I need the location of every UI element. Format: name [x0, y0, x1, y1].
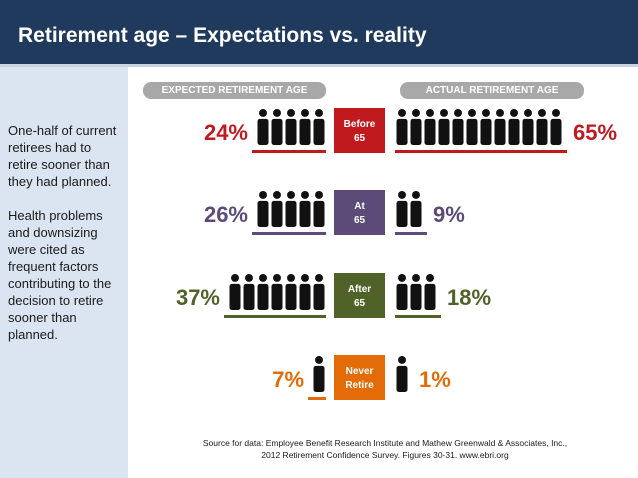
category-label-line2: 65: [354, 133, 366, 144]
actual-figure: [410, 191, 422, 227]
category-box: [334, 273, 385, 318]
expected-value-label: 7%: [272, 367, 304, 392]
actual-figure: [396, 109, 408, 145]
category-label-line2: 65: [354, 298, 366, 309]
actual-figure: [396, 191, 408, 227]
sidebar-notes: One-half of current retirees had to reti…: [8, 122, 124, 360]
actual-value-label: 65%: [573, 120, 617, 145]
expected-figure: [285, 274, 297, 310]
actual-value-label: 1%: [419, 367, 451, 392]
category-box: [334, 355, 385, 400]
expected-column-header: EXPECTED RETIREMENT AGE: [143, 82, 326, 99]
expected-figure: [257, 191, 269, 227]
expected-value-label: 26%: [204, 202, 248, 227]
expected-figure: [299, 109, 311, 145]
actual-underline: [395, 150, 567, 153]
sidebar-paragraph-1: One-half of current retirees had to reti…: [8, 123, 117, 189]
category-label-line2: Retire: [345, 380, 374, 391]
actual-figure: [424, 274, 436, 310]
expected-figure: [229, 274, 241, 310]
expected-figure: [299, 274, 311, 310]
page-title: Retirement age – Expectations vs. realit…: [18, 24, 427, 47]
source-line-2: 2012 Retirement Confidence Survey. Figur…: [261, 450, 509, 460]
expected-figure: [299, 191, 311, 227]
expected-figure: [257, 109, 269, 145]
expected-underline: [252, 150, 326, 153]
expected-underline: [252, 232, 326, 235]
category-box: [334, 108, 385, 153]
actual-figure: [466, 109, 478, 145]
expected-figure: [257, 274, 269, 310]
actual-figure: [396, 356, 408, 392]
sidebar-paragraph-2: Health problems and downsizing were cite…: [8, 208, 112, 342]
category-label-line2: 65: [354, 215, 366, 226]
expected-figure: [271, 274, 283, 310]
expected-figure: [313, 191, 325, 227]
expected-underline: [308, 397, 326, 400]
actual-value-label: 18%: [447, 285, 491, 310]
actual-figure: [550, 109, 562, 145]
category-label-line1: At: [354, 201, 365, 212]
actual-figure: [452, 109, 464, 145]
expected-value-label: 37%: [176, 285, 220, 310]
actual-figure: [480, 109, 492, 145]
actual-figure: [396, 274, 408, 310]
category-label-line1: Before: [344, 119, 376, 130]
category-box: [334, 190, 385, 235]
expected-figure: [313, 274, 325, 310]
actual-column-header: ACTUAL RETIREMENT AGE: [400, 82, 584, 99]
header-bar: Retirement age – Expectations vs. realit…: [0, 0, 638, 67]
source-line-1: Source for data: Employee Benefit Resear…: [202, 438, 568, 448]
actual-figure: [410, 274, 422, 310]
actual-figure: [424, 109, 436, 145]
expected-figure: [271, 191, 283, 227]
actual-underline: [395, 232, 427, 235]
actual-figure: [494, 109, 506, 145]
source-note: Source for data: Employee Benefit Resear…: [170, 437, 600, 461]
actual-figure: [438, 109, 450, 145]
expected-figure: [285, 109, 297, 145]
sidebar-panel: [0, 67, 128, 478]
expected-underline: [224, 315, 326, 318]
actual-value-label: 9%: [433, 202, 465, 227]
expected-value-label: 24%: [204, 120, 248, 145]
expected-figure: [313, 356, 325, 392]
expected-figure: [271, 109, 283, 145]
category-label-line1: After: [348, 284, 371, 295]
actual-figure: [536, 109, 548, 145]
actual-figure: [410, 109, 422, 145]
actual-figure: [522, 109, 534, 145]
actual-figure: [508, 109, 520, 145]
expected-figure: [285, 191, 297, 227]
expected-figure: [243, 274, 255, 310]
expected-figure: [313, 109, 325, 145]
category-label-line1: Never: [346, 366, 374, 377]
actual-underline: [395, 315, 441, 318]
